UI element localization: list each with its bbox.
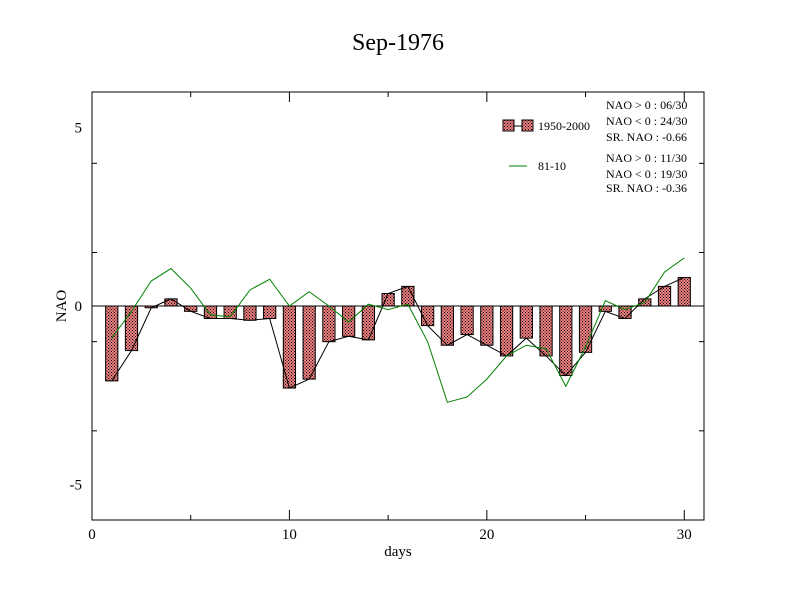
bar-day-16: [401, 285, 415, 307]
legend-label-1950-2000: 1950-2000: [538, 119, 590, 133]
x-axis: 0 10 20 30: [88, 92, 692, 543]
stats-8110-sr-nao: SR. NAO : -0.36: [606, 181, 687, 195]
bar-day-8: [243, 305, 257, 321]
bar-day-22: [519, 305, 533, 339]
bar-day-10: [282, 305, 297, 389]
legend-swatch-bar-left: [502, 119, 515, 132]
y-axis-label: NAO: [54, 290, 70, 323]
legend-item-1950-2000: 1950-2000: [502, 119, 590, 133]
stats-1950-nao-positive: NAO > 0 : 06/30: [606, 98, 687, 112]
bar-day-12: [322, 305, 336, 343]
line-series-81-10: [111, 257, 685, 403]
bar-day-13: [342, 305, 356, 337]
y-tick-label: 0: [75, 299, 83, 315]
bar-day-24: [559, 305, 573, 377]
x-tick-label: 10: [282, 527, 297, 543]
x-tick-label: 0: [88, 527, 96, 543]
y-tick-label: -5: [70, 477, 83, 493]
bar-day-19: [460, 305, 474, 336]
bar-day-9: [263, 305, 277, 319]
y-tick-label: 5: [75, 121, 83, 137]
y-axis: -5 0 5: [70, 121, 704, 521]
stats-8110-nao-positive: NAO > 0 : 11/30: [606, 151, 687, 165]
bar-day-18: [440, 305, 454, 346]
line-81-10: [111, 257, 685, 403]
stats-1950-nao-negative: NAO < 0 : 24/30: [606, 114, 687, 128]
bar-day-4: [164, 298, 178, 307]
bar-day-20: [480, 305, 494, 346]
bar-day-1: [105, 305, 119, 382]
legend-label-81-10: 81-10: [538, 159, 566, 173]
line-series-1950-2000: [111, 277, 685, 389]
legend-swatch-bar-right: [521, 119, 534, 132]
bar-day-21: [499, 305, 514, 357]
x-tick-label: 30: [677, 527, 692, 543]
bar-series-1950-2000: [105, 276, 691, 389]
x-axis-label: days: [384, 544, 412, 560]
legend: 1950-2000 81-10: [502, 119, 590, 173]
bar-day-14: [361, 305, 376, 341]
legend-item-81-10: 81-10: [509, 159, 566, 173]
chart-title: Sep-1976: [352, 30, 444, 56]
stats-block: NAO > 0 : 06/30 NAO < 0 : 24/30 SR. NAO …: [606, 98, 687, 195]
bar-day-25: [578, 305, 593, 353]
bar-day-11: [302, 305, 316, 380]
bar-day-30: [677, 276, 691, 307]
bar-day-17: [420, 305, 435, 327]
line-1950-2000: [111, 277, 685, 389]
stats-1950-sr-nao: SR. NAO : -0.66: [606, 130, 687, 144]
bar-day-2: [124, 305, 139, 352]
stats-8110-nao-negative: NAO < 0 : 19/30: [606, 167, 687, 181]
x-tick-label: 20: [479, 527, 494, 543]
